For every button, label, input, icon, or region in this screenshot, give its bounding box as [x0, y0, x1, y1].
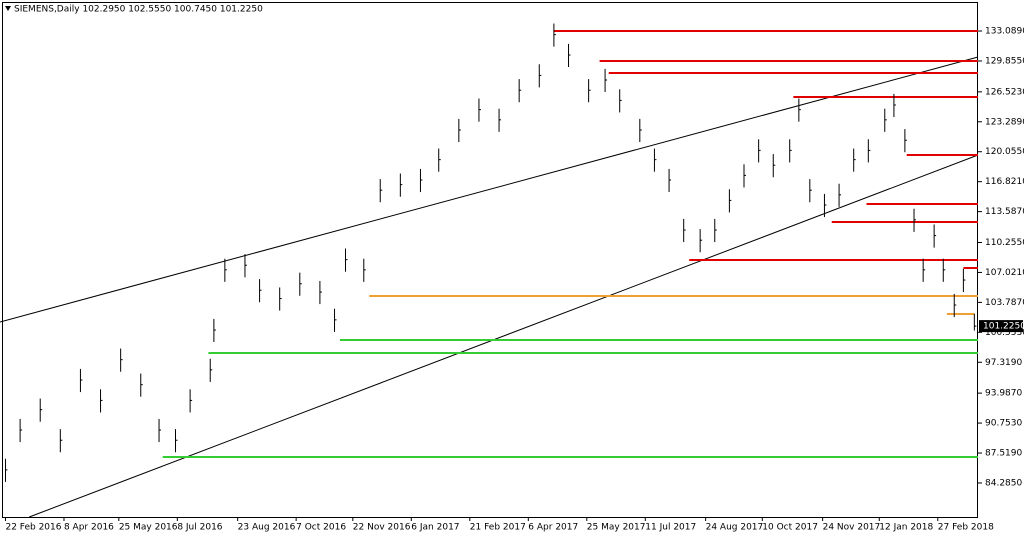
x-tick-label: 24 Nov 2017 [823, 523, 881, 533]
x-tick-label: 23 Aug 2016 [238, 523, 296, 533]
y-tick-label: 126.5230 [985, 87, 1024, 97]
menu-arrow[interactable] [5, 6, 11, 11]
x-tick-label: 22 Nov 2016 [353, 523, 411, 533]
y-tick-label: 90.7530 [985, 419, 1022, 429]
x-tick-label: 22 Feb 2016 [5, 523, 61, 533]
x-tick-label: 6 Jan 2017 [411, 523, 459, 533]
x-tick-label: 10 Oct 2017 [762, 523, 818, 533]
last-price-box [979, 320, 1023, 333]
x-tick-label: 27 Feb 2018 [938, 523, 994, 533]
y-tick-label: 110.2550 [985, 238, 1024, 248]
x-tick-label: 21 Feb 2017 [470, 523, 526, 533]
y-tick-label: 87.5190 [985, 449, 1022, 459]
y-tick-label: 113.5870 [985, 207, 1024, 217]
x-tick-label: 8 Apr 2016 [64, 523, 114, 533]
y-tick-label: 120.0550 [985, 147, 1024, 157]
y-tick-label: 129.8550 [985, 56, 1024, 66]
y-tick-label: 93.9870 [985, 389, 1022, 399]
y-tick-label: 84.2850 [985, 478, 1022, 488]
y-tick-label: 123.2890 [985, 117, 1024, 127]
trendline [0, 56, 979, 323]
x-tick-label: 24 Aug 2017 [706, 523, 764, 533]
chart-title: SIEMENS,Daily 102.2950 102.5550 100.7450… [14, 5, 263, 15]
last-price-label: 101.2250 [983, 322, 1024, 332]
x-tick-label: 25 May 2017 [587, 523, 646, 533]
y-tick-label: 133.0890 [985, 27, 1024, 37]
y-tick-label: 116.8210 [985, 177, 1024, 187]
x-tick-label: 7 Oct 2016 [296, 523, 346, 533]
x-tick-label: 6 Apr 2017 [528, 523, 578, 533]
y-tick-label: 100.5530 [985, 328, 1024, 338]
y-tick-label: 107.0210 [985, 268, 1024, 278]
x-tick-label: 11 Jul 2017 [645, 523, 696, 533]
x-tick-label: 12 Jan 2018 [879, 523, 933, 533]
y-tick-label: 103.7870 [985, 298, 1024, 308]
y-tick-label: 97.3190 [985, 358, 1022, 368]
x-tick-label: 8 Jul 2016 [177, 523, 222, 533]
x-tick-label: 25 May 2016 [119, 523, 178, 533]
